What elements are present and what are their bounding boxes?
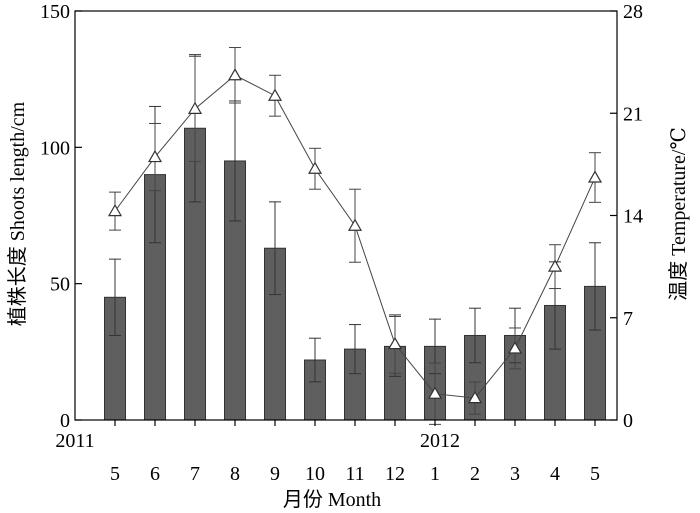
temperature-point — [107, 203, 123, 217]
temperature-point — [427, 386, 443, 399]
x-tick-label: 3 — [510, 463, 520, 485]
right-y-tick-label: 0 — [623, 410, 633, 432]
bar-error-bar — [469, 307, 481, 364]
temperature-point — [507, 341, 523, 354]
x-tick-label: 5 — [110, 463, 120, 485]
temperature-line-layer — [107, 47, 603, 425]
temperature-point — [347, 218, 363, 231]
left-y-tick-label: 100 — [40, 137, 70, 159]
right-y-axis-title: 温度 Temperature/℃ — [667, 127, 690, 301]
right-y-tick-label: 21 — [623, 103, 643, 125]
temperature-point — [587, 170, 603, 183]
x-tick-label: 2 — [470, 463, 480, 485]
temperature-point — [147, 149, 163, 163]
temperature-point — [467, 390, 483, 404]
temperature-point — [307, 161, 323, 174]
bar-error-bar — [349, 324, 361, 375]
year-label: 2011 — [55, 430, 94, 452]
bar-error-bar — [309, 337, 321, 383]
x-axis-title: 月份 Month — [283, 488, 381, 511]
left-y-axis-title: 植株长度 Shoots length/cm — [6, 101, 29, 326]
right-y-tick-label: 28 — [623, 1, 643, 23]
temperature-point — [227, 68, 243, 81]
x-tick-label: 4 — [550, 463, 560, 485]
temperature-point — [547, 259, 563, 272]
bar-error-bar — [589, 242, 601, 331]
x-tick-label: 7 — [190, 463, 200, 485]
bars-layer — [104, 127, 606, 421]
year-label: 2012 — [420, 430, 460, 452]
x-tick-label: 11 — [345, 463, 364, 485]
x-tick-label: 10 — [305, 463, 325, 485]
temperature-point — [387, 336, 403, 350]
left-y-tick-label: 150 — [40, 1, 70, 23]
bar-error-bar — [109, 258, 121, 336]
x-tick-label: 12 — [385, 463, 405, 485]
x-tick-label: 1 — [430, 463, 440, 485]
x-tick-label: 5 — [590, 463, 600, 485]
axes-layer — [74, 10, 618, 426]
labels-layer: 月份 Month 植株长度 Shoots length/cm 温度 Temper… — [6, 1, 690, 511]
x-tick-label: 6 — [150, 463, 160, 485]
left-y-tick-label: 0 — [60, 410, 70, 432]
right-y-tick-label: 14 — [623, 206, 643, 228]
x-tick-label: 8 — [230, 463, 240, 485]
bar-error-bar — [269, 201, 281, 296]
left-y-tick-label: 50 — [50, 274, 70, 296]
right-y-tick-label: 7 — [623, 308, 633, 330]
temperature-point — [187, 101, 203, 114]
x-tick-label: 9 — [270, 463, 280, 485]
temperature-point — [267, 88, 283, 101]
